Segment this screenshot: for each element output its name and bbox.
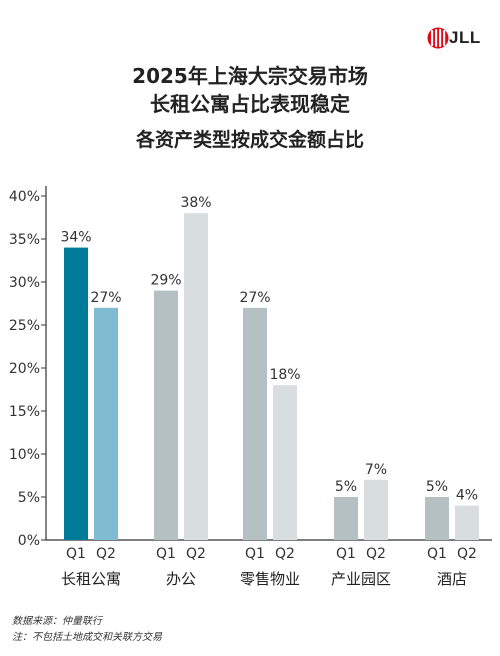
footer-source: 数据来源：仲量联行 [12,616,102,627]
bar-q2 [455,505,479,540]
bar-q2 [184,213,208,540]
chart-title: 2025年上海大宗交易市场 [132,64,368,88]
bar-q2 [364,479,388,540]
chart-subtitle: 各资产类型按成交金额占比 [135,129,364,151]
bar-q1 [425,497,449,540]
data-label: 27% [239,290,270,306]
brand-name: JLL [449,28,481,47]
data-label: 27% [90,290,121,306]
x-category-label: 零售物业 [240,570,300,588]
bar-chart: 0% 5% 10% 15% 20% 25% 30% 35% 40% 34% Q1 27% Q2 长租公寓 2… [9,186,492,588]
x-quarter-label: Q2 [96,546,116,562]
x-quarter-label: Q1 [427,546,447,562]
y-tick-label: 15% [9,404,40,420]
x-quarter-label: Q2 [457,546,477,562]
bar-q1 [243,307,267,540]
bar-q2 [273,385,297,540]
x-quarter-label: Q2 [186,546,206,562]
data-label: 7% [365,462,387,478]
jll-logo-icon [427,27,449,49]
data-label: 5% [426,479,448,495]
x-category-label: 办公 [166,570,196,588]
data-label: 5% [335,479,357,495]
y-tick-label: 30% [9,275,40,291]
x-quarter-label: Q2 [275,546,295,562]
y-tick-label: 0% [18,533,40,549]
bar-q1 [64,247,88,540]
data-label: 29% [150,273,181,289]
x-category-label: 酒店 [437,570,467,588]
y-tick-label: 20% [9,361,40,377]
y-tick-label: 10% [9,447,40,463]
data-label: 18% [269,367,300,383]
bar-q1 [334,497,358,540]
x-category-label: 产业园区 [331,570,391,588]
x-quarter-label: Q1 [156,546,176,562]
data-label: 38% [180,195,211,211]
x-quarter-label: Q1 [336,546,356,562]
data-label: 34% [60,230,91,246]
y-tick-label: 5% [18,490,40,506]
y-tick-label: 25% [9,318,40,334]
x-quarter-label: Q1 [245,546,265,562]
bar-q1 [154,290,178,540]
x-quarter-label: Q2 [366,546,386,562]
data-label: 4% [456,488,478,504]
chart-title-line2: 长租公寓占比表现稳定 [150,92,350,116]
y-tick-label: 35% [9,232,40,248]
bar-q2 [94,307,118,540]
x-category-label: 长租公寓 [61,570,121,588]
footer-note: 注：不包括土地成交和关联方交易 [12,632,162,643]
y-tick-label: 40% [9,189,40,205]
x-quarter-label: Q1 [66,546,86,562]
